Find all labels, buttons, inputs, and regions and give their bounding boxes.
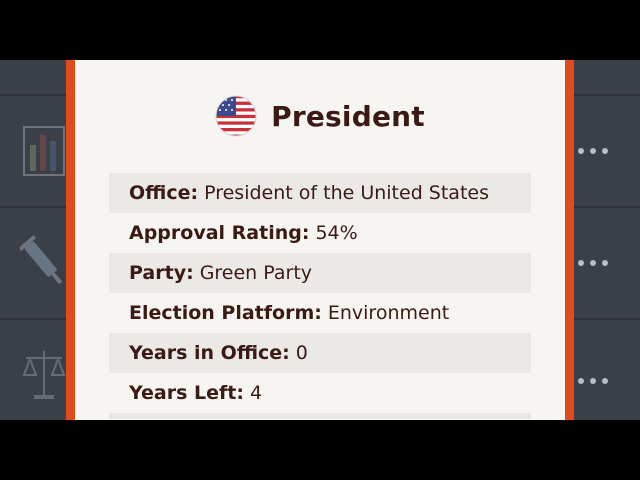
info-label: Party: <box>129 262 194 284</box>
info-row-years-in-office: Years in Office: 0 <box>109 333 531 373</box>
info-list: Office: President of the United States A… <box>109 173 531 419</box>
info-label: Office: <box>129 182 199 204</box>
more-options-icon[interactable] <box>578 375 626 387</box>
info-label: Election Platform: <box>129 302 322 324</box>
info-row-party: Party: Green Party <box>109 253 531 293</box>
info-row-office: Office: President of the United States <box>109 173 531 213</box>
dialog-title: President <box>271 99 425 133</box>
info-row-partial <box>109 413 531 419</box>
dialog-header: President <box>75 90 565 142</box>
game-screen: President Office: President of the Unite… <box>0 60 640 420</box>
info-row-election-platform: Election Platform: Environment <box>109 293 531 333</box>
info-value: Environment <box>327 302 450 324</box>
president-info-dialog: President Office: President of the Unite… <box>75 60 565 420</box>
info-value: 0 <box>295 342 308 364</box>
more-options-icon[interactable] <box>578 145 626 157</box>
info-value: 4 <box>249 382 263 404</box>
scales-of-justice-icon <box>22 351 66 399</box>
info-row-years-left: Years Left: 4 <box>109 373 531 413</box>
info-label: Years in Office: <box>129 342 290 364</box>
bar-chart-icon <box>23 126 65 176</box>
background-list-item[interactable] <box>0 320 640 420</box>
syringe-icon <box>20 235 63 285</box>
info-value: President of the United States <box>204 182 489 204</box>
info-value: Green Party <box>199 262 313 284</box>
info-row-approval-rating: Approval Rating: 54% <box>109 213 531 253</box>
info-value: 54% <box>315 222 358 244</box>
letterbox-bottom <box>0 420 640 480</box>
info-label: Years Left: <box>129 382 244 404</box>
us-flag-icon <box>215 95 257 137</box>
info-label: Approval Rating: <box>129 222 310 244</box>
letterbox-top <box>0 0 640 60</box>
more-options-icon[interactable] <box>578 257 626 269</box>
